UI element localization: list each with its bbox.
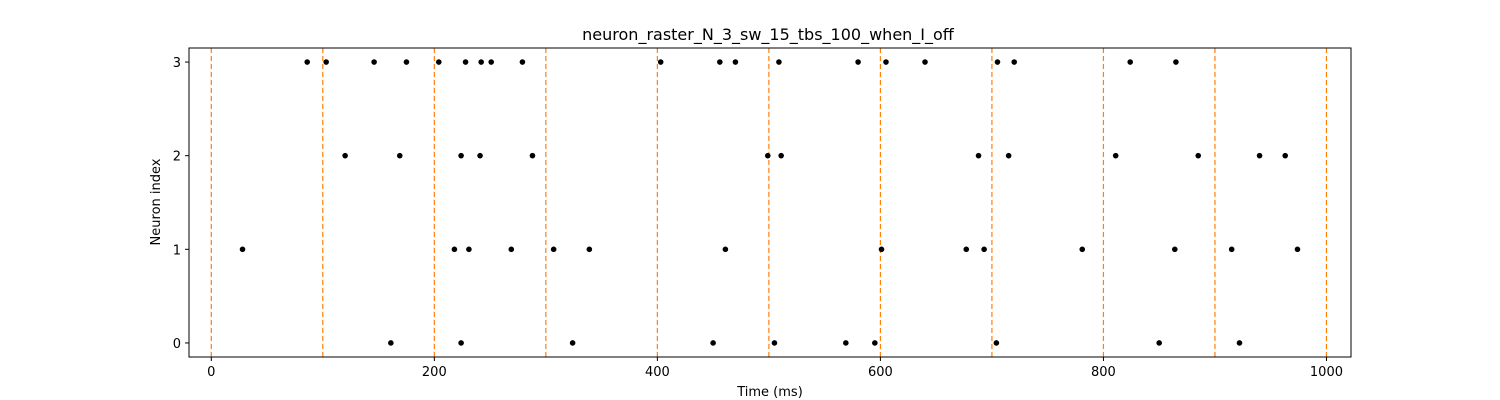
spike-marker [1256,152,1263,159]
x-axis-ticks: 0 200 400 600 800 1000 [207,357,1343,380]
spike-marker [710,340,716,346]
spike-marker [239,246,246,253]
spike-marker [657,59,664,65]
spike-marker [843,340,849,346]
spike-marker [1005,152,1012,159]
spike-marker [435,59,442,65]
spike-marker [342,152,348,159]
spike-marker [477,152,483,159]
spike-markers [239,59,1301,346]
x-tick-label: 200 [422,365,447,380]
y-axis-ticks: 0 1 2 3 [173,56,189,352]
spike-marker [855,59,861,65]
spike-marker [388,340,394,346]
spike-marker [550,246,557,253]
y-axis-label: Neuron index [149,158,164,245]
spike-marker [994,59,1001,65]
boundary-lines [210,48,1328,357]
spike-marker [451,246,458,253]
spike-marker [488,59,495,65]
spike-marker [1172,246,1178,253]
spike-marker [1173,59,1179,65]
spike-marker [1195,152,1202,159]
x-tick-label: 0 [207,365,215,380]
x-tick-label: 400 [645,365,670,380]
spike-marker [722,246,729,253]
spike-marker [872,340,878,346]
spike-marker [519,59,526,65]
spike-marker [778,152,784,159]
x-tick-label: 1000 [1310,365,1343,380]
x-tick-label: 600 [868,365,893,380]
spike-marker [586,246,593,253]
spike-marker [878,246,885,253]
spike-marker [1156,340,1162,346]
y-tick-label: 3 [173,56,181,71]
spike-marker [466,246,472,253]
spike-marker [1294,246,1301,253]
x-tick-label: 800 [1091,365,1116,380]
spike-marker [963,246,970,253]
spike-marker [1011,59,1018,65]
spike-marker [508,246,515,253]
x-axis-label: Time (ms) [736,385,803,400]
spike-marker [922,59,928,65]
spike-marker [304,59,311,65]
plot-frame [188,47,1352,358]
spike-marker [981,246,987,253]
spike-marker [1228,246,1235,253]
spike-marker [1127,59,1133,65]
spike-marker [478,59,484,65]
spike-marker [975,152,982,159]
spike-marker [323,59,329,65]
spike-marker [403,59,410,65]
spike-marker [371,59,377,65]
spike-marker [458,152,464,159]
spike-marker [993,340,1000,346]
spike-marker [732,59,739,65]
spike-marker [764,152,771,159]
chart-title: neuron_raster_N_3_sw_15_tbs_100_when_I_o… [582,25,955,45]
spike-marker [529,152,536,159]
spike-marker [569,340,576,346]
spike-marker [462,59,469,65]
spike-marker [458,340,464,346]
y-tick-label: 2 [173,150,181,165]
spike-marker [396,152,403,159]
spike-marker [776,59,782,65]
spike-marker [717,59,723,65]
spike-marker [1236,340,1243,346]
spike-marker [771,340,778,346]
y-tick-label: 0 [173,337,181,352]
spike-marker [1112,152,1119,159]
spike-marker [1282,152,1289,159]
spike-marker [1079,246,1086,253]
spike-marker [883,59,889,65]
y-tick-label: 1 [173,243,181,258]
